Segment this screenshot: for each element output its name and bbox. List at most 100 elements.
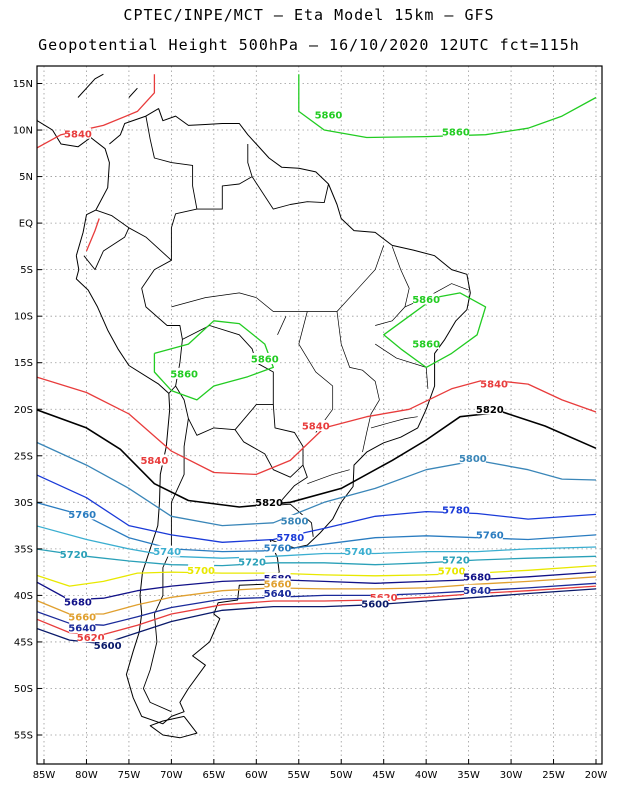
lat-tick-label: 30S: [14, 498, 33, 509]
contour-label-bg: [64, 595, 91, 607]
state-border: [336, 311, 380, 453]
contour-label-5640: 5640: [463, 586, 491, 597]
lat-tick-label: 55S: [14, 731, 33, 742]
contour-label-bg: [442, 554, 469, 566]
lat-tick-label: 40S: [14, 591, 33, 602]
contour-5860: [153, 320, 274, 401]
lat-tick-label: 5S: [20, 265, 33, 276]
state-border: [298, 311, 334, 433]
lon-tick-label: 45W: [372, 770, 395, 781]
graticule-grid: [37, 66, 602, 764]
contour-label-bg: [64, 127, 91, 139]
contour-label-bg: [264, 541, 291, 553]
contour-label-bg: [481, 378, 508, 390]
contour-label-5720: 5720: [238, 557, 266, 568]
contour-label-5660: 5660: [264, 580, 292, 591]
lon-tick-label: 65W: [203, 770, 226, 781]
coastline: [149, 715, 198, 739]
contour-label-bg: [476, 528, 503, 540]
coastline-layer: [37, 73, 471, 739]
contour-label-5840: 5840: [64, 129, 92, 140]
contour-label-5700: 5700: [438, 567, 466, 578]
contour-label-bg: [438, 565, 465, 577]
contour-label-bg: [476, 403, 503, 415]
contour-label-bg: [239, 555, 266, 567]
lat-tick-label: 15N: [13, 79, 33, 90]
contour-label-5720: 5720: [60, 550, 88, 561]
state-border: [370, 416, 418, 429]
lon-tick-label: 25W: [542, 770, 565, 781]
contour-label-bg: [442, 125, 469, 137]
contour-label-bg: [264, 578, 291, 590]
contour-label-5760: 5760: [264, 543, 292, 554]
contour-label-5860: 5860: [251, 354, 279, 365]
contour-label-5600: 5600: [94, 641, 122, 652]
contour-label-5680: 5680: [64, 597, 92, 608]
contour-label-bg: [345, 545, 372, 557]
country-border: [196, 144, 253, 210]
contour-label-bg: [315, 109, 342, 121]
contour-label-5660: 5660: [68, 612, 96, 623]
contour-label-5780: 5780: [276, 533, 304, 544]
contour-label-5860: 5860: [412, 295, 440, 306]
plot-area-background: [37, 66, 602, 764]
contour-label-5640: 5640: [264, 589, 292, 600]
contour-5840: [85, 218, 100, 252]
contour-label-5680: 5680: [463, 572, 491, 583]
contour-label-bg: [459, 452, 486, 464]
state-border: [375, 343, 429, 389]
lat-tick-label: 45S: [14, 637, 33, 648]
contour-label-bg: [154, 545, 181, 557]
axis-ticks: 15N 10N 5N EQ 5S 10S 15S 20S 25S 30S 35S 40S 45S 50S 5…: [13, 79, 608, 781]
chart-title-line1: CPTEC/INPE/MCT – Eta Model 15km – GFS: [123, 6, 495, 24]
contour-label-5800: 5800: [459, 454, 487, 465]
country-border: [251, 176, 329, 210]
lon-tick-label: 50W: [330, 770, 353, 781]
lat-tick-label: 20S: [14, 405, 33, 416]
contour-label-5740: 5740: [344, 547, 372, 558]
lat-tick-label: 10S: [14, 312, 33, 323]
contour-label-bg: [69, 621, 96, 633]
contour-label-5700: 5700: [187, 566, 215, 577]
lon-tick-label: 20W: [585, 770, 608, 781]
contour-label-5820: 5820: [476, 405, 504, 416]
contour-label-bg: [277, 531, 304, 543]
lat-tick-label: 25S: [14, 451, 33, 462]
contour-label-layer: 5860 5860 5860 5860 5860 5860 5840 5840 5840 5840…: [60, 109, 508, 652]
contour-label-bg: [69, 508, 96, 520]
lat-tick-label: 35S: [14, 544, 33, 555]
contour-label-5600: 5600: [361, 599, 389, 610]
contour-label-bg: [464, 570, 491, 582]
lon-tick-label: 75W: [118, 770, 141, 781]
coastline: [75, 108, 471, 725]
lat-tick-label: 5N: [19, 172, 33, 183]
coastline: [37, 114, 110, 256]
contour-label-bg: [370, 591, 397, 603]
lon-tick-label: 80W: [75, 770, 98, 781]
contour-5860: [383, 292, 487, 369]
contour-label-5760: 5760: [68, 510, 96, 521]
contour-label-bg: [442, 503, 469, 515]
lon-tick-label: 60W: [245, 770, 268, 781]
contour-label-bg: [60, 548, 87, 560]
lon-tick-label: 55W: [287, 770, 310, 781]
contour-label-bg: [171, 367, 198, 379]
lat-tick-label: 50S: [14, 684, 33, 695]
contour-label-bg: [302, 420, 329, 432]
contour-label-bg: [77, 631, 104, 643]
contour-label-bg: [69, 610, 96, 622]
contour-label-5740: 5740: [153, 547, 181, 558]
contour-label-5620: 5620: [77, 633, 105, 644]
contour-label-bg: [188, 564, 215, 576]
country-border: [175, 325, 274, 436]
contour-label-bg: [281, 514, 308, 526]
country-border: [95, 116, 198, 261]
contour-label-bg: [264, 572, 291, 584]
contour-5740: [37, 525, 597, 559]
contour-5840: [37, 74, 156, 149]
contour-label-5860: 5860: [170, 369, 198, 380]
contour-label-5840: 5840: [140, 456, 168, 467]
contour-label-5840: 5840: [480, 380, 508, 391]
lon-tick-label: 40W: [415, 770, 438, 781]
